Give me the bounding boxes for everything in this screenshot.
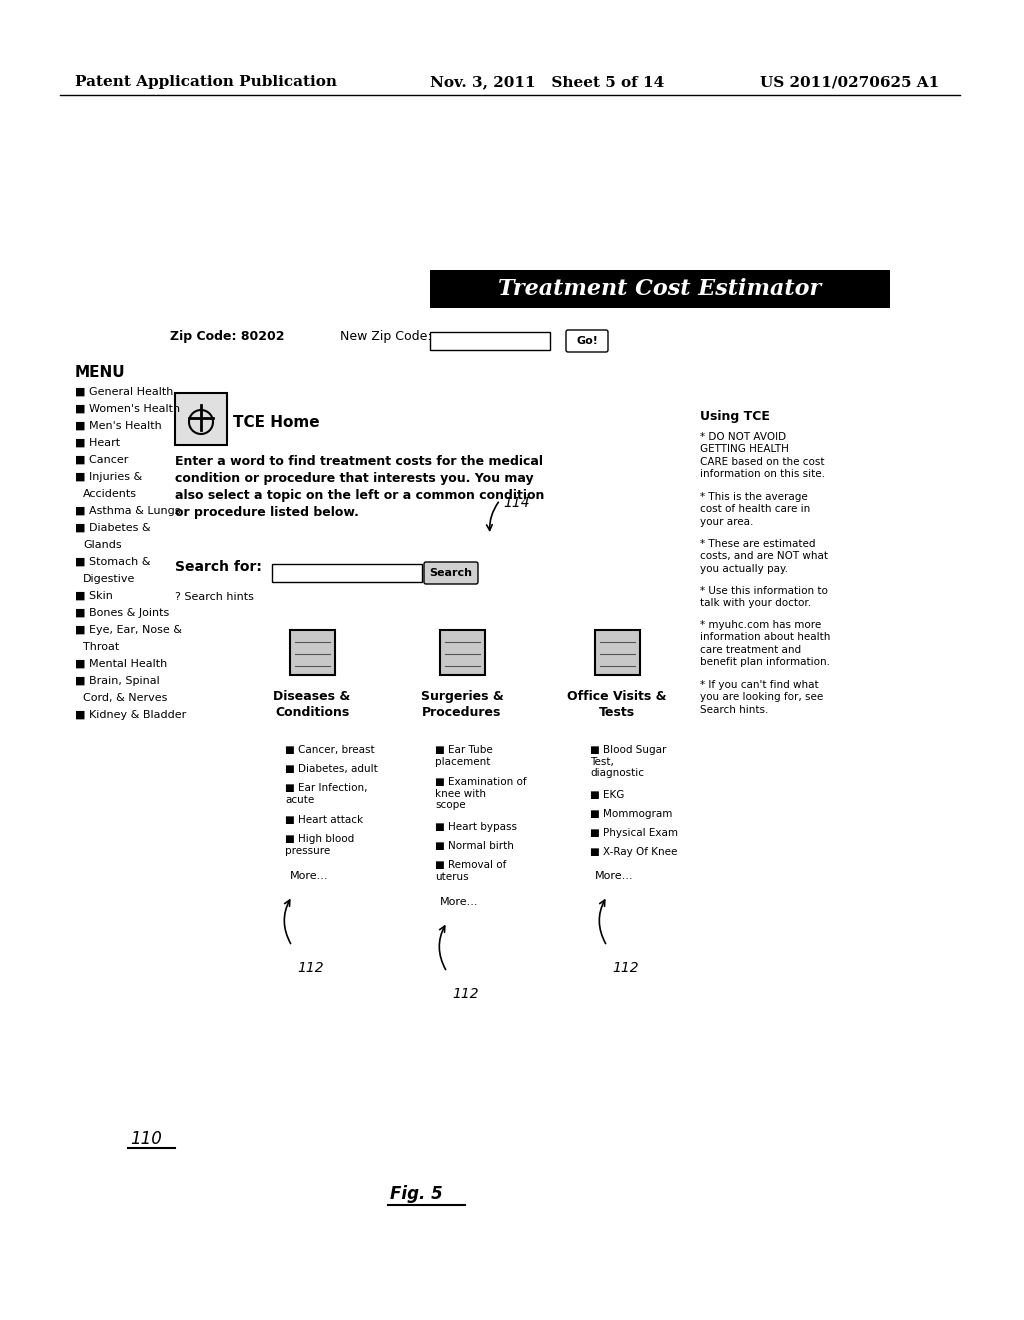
Text: ■ Cancer: ■ Cancer [75,455,128,465]
Text: * These are estimated
costs, and are NOT what
you actually pay.: * These are estimated costs, and are NOT… [700,539,828,574]
Text: Digestive: Digestive [83,574,135,583]
Text: Cord, & Nerves: Cord, & Nerves [83,693,167,704]
Bar [272,564,422,582]
Text: ■ Eye, Ear, Nose &: ■ Eye, Ear, Nose & [75,624,182,635]
Text: 110: 110 [130,1130,162,1148]
Text: * If you can't find what
you are looking for, see
Search hints.: * If you can't find what you are looking… [700,680,823,715]
Bar [430,333,550,350]
Text: * myuhc.com has more
information about health
care treatment and
benefit plan in: * myuhc.com has more information about h… [700,620,830,667]
Text: ■ Blood Sugar
Test,
diagnostic: ■ Blood Sugar Test, diagnostic [590,744,667,779]
Text: ■ Men's Health: ■ Men's Health [75,421,162,432]
Text: ■ Stomach &: ■ Stomach & [75,557,151,568]
Text: 112: 112 [612,961,639,975]
Text: ■ Ear Infection,
acute: ■ Ear Infection, acute [285,783,368,805]
Text: TCE Home: TCE Home [233,414,319,430]
Text: Treatment Cost Estimator: Treatment Cost Estimator [499,279,821,300]
Text: Go!: Go! [577,337,598,346]
Text: More...: More... [440,898,478,907]
Text: US 2011/0270625 A1: US 2011/0270625 A1 [760,75,939,88]
Text: ■ X-Ray Of Knee: ■ X-Ray Of Knee [590,847,677,857]
Text: Surgeries &
Procedures: Surgeries & Procedures [421,690,504,719]
Text: ■ Brain, Spinal: ■ Brain, Spinal [75,676,160,686]
Text: ■ EKG: ■ EKG [590,789,625,800]
Text: ■ Examination of
knee with
scope: ■ Examination of knee with scope [435,777,526,810]
Text: More...: More... [595,871,634,880]
Text: ■ Bones & Joints: ■ Bones & Joints [75,609,169,618]
Text: * DO NOT AVOID
GETTING HEALTH
CARE based on the cost
information on this site.: * DO NOT AVOID GETTING HEALTH CARE based… [700,432,825,479]
Bar [440,630,485,675]
Text: * Use this information to
talk with your doctor.: * Use this information to talk with your… [700,586,827,609]
Text: Using TCE: Using TCE [700,411,770,422]
Text: ■ Diabetes &: ■ Diabetes & [75,523,151,533]
Text: ■ Ear Tube
placement: ■ Ear Tube placement [435,744,493,767]
Text: ■ Mommogram: ■ Mommogram [590,809,673,818]
Text: Patent Application Publication: Patent Application Publication [75,75,337,88]
Text: 114: 114 [503,496,529,510]
Text: New Zip Code:: New Zip Code: [340,330,432,343]
Text: ? Search hints: ? Search hints [175,591,254,602]
Text: More...: More... [290,871,329,880]
Text: Accidents: Accidents [83,488,137,499]
Text: 112: 112 [452,987,478,1001]
Bar [290,630,335,675]
Bar [175,393,227,445]
Text: ■ Skin: ■ Skin [75,591,113,601]
Text: ■ Asthma & Lungs: ■ Asthma & Lungs [75,506,180,516]
Text: ■ Cancer, breast: ■ Cancer, breast [285,744,375,755]
Text: Glands: Glands [83,540,122,550]
Text: * This is the average
cost of health care in
your area.: * This is the average cost of health car… [700,492,810,527]
Text: Search for:: Search for: [175,560,262,574]
Text: ■ Injuries &: ■ Injuries & [75,473,142,482]
Bar [595,630,640,675]
Text: ■ Heart attack: ■ Heart attack [285,814,364,825]
Bar [430,271,890,308]
Text: ■ Heart bypass: ■ Heart bypass [435,822,517,832]
FancyBboxPatch shape [566,330,608,352]
Text: ■ Kidney & Bladder: ■ Kidney & Bladder [75,710,186,719]
Text: Diseases &
Conditions: Diseases & Conditions [273,690,350,719]
Text: ■ Heart: ■ Heart [75,438,120,447]
Text: MENU: MENU [75,366,126,380]
Text: 112: 112 [297,961,324,975]
Text: Search: Search [429,568,472,578]
Text: Enter a word to find treatment costs for the medical
condition or procedure that: Enter a word to find treatment costs for… [175,455,545,519]
Text: ■ Mental Health: ■ Mental Health [75,659,167,669]
FancyBboxPatch shape [424,562,478,583]
Text: ■ Removal of
uterus: ■ Removal of uterus [435,861,507,882]
Text: Zip Code: 80202: Zip Code: 80202 [170,330,285,343]
Text: Throat: Throat [83,642,119,652]
Text: Fig. 5: Fig. 5 [390,1185,442,1203]
Text: ■ Diabetes, adult: ■ Diabetes, adult [285,764,378,774]
Text: ■ High blood
pressure: ■ High blood pressure [285,834,354,855]
Text: ■ General Health: ■ General Health [75,387,173,397]
Text: Office Visits &
Tests: Office Visits & Tests [567,690,667,719]
Text: ■ Normal birth: ■ Normal birth [435,841,514,851]
Text: ■ Women's Health: ■ Women's Health [75,404,180,414]
Text: Nov. 3, 2011   Sheet 5 of 14: Nov. 3, 2011 Sheet 5 of 14 [430,75,665,88]
Text: ■ Physical Exam: ■ Physical Exam [590,828,678,838]
